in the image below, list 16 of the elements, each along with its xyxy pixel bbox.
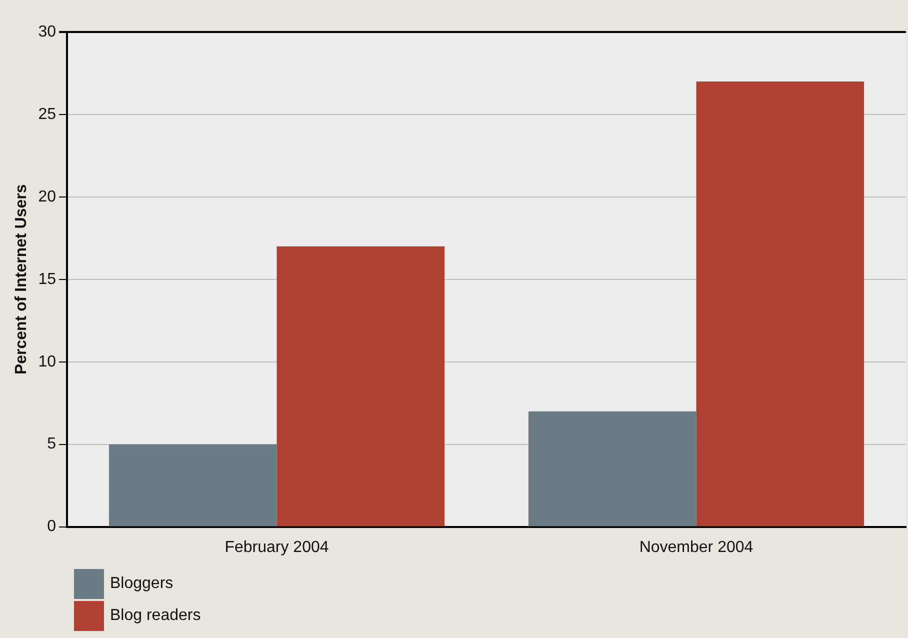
y-tick-label: 30 (38, 23, 56, 40)
y-tick-label: 0 (47, 518, 56, 536)
y-axis-title: Percent of Internet Users (13, 184, 30, 375)
bar (528, 411, 696, 526)
legend-label: Blog readers (110, 607, 201, 625)
bar (108, 444, 277, 526)
y-tick-label: 20 (38, 188, 56, 206)
y-tick-label: 5 (47, 436, 56, 453)
y-tick-label: 15 (38, 270, 56, 288)
x-tick-label: November 2004 (639, 538, 754, 556)
bar (276, 246, 445, 526)
bar (696, 81, 864, 526)
x-tick-label: February 2004 (224, 538, 329, 556)
legend-label: Bloggers (110, 575, 174, 593)
y-tick-label: 25 (38, 106, 56, 123)
y-tick-label: 10 (38, 353, 56, 370)
